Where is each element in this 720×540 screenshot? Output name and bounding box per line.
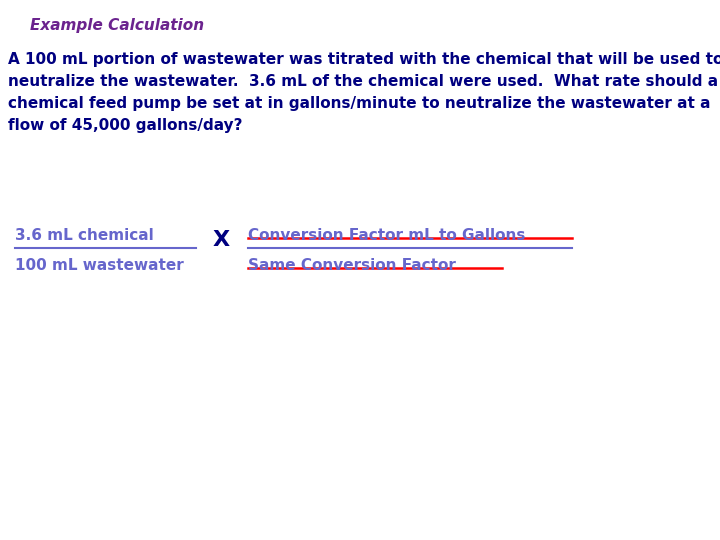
Text: Conversion Factor mL to Gallons: Conversion Factor mL to Gallons [248,228,526,243]
Text: chemical feed pump be set at in gallons/minute to neutralize the wastewater at a: chemical feed pump be set at in gallons/… [8,96,711,111]
Text: Example Calculation: Example Calculation [30,18,204,33]
Text: flow of 45,000 gallons/day?: flow of 45,000 gallons/day? [8,118,243,133]
Text: A 100 mL portion of wastewater was titrated with the chemical that will be used : A 100 mL portion of wastewater was titra… [8,52,720,67]
Text: 3.6 mL chemical: 3.6 mL chemical [15,228,154,243]
Text: 100 mL wastewater: 100 mL wastewater [15,258,184,273]
Text: X: X [213,230,230,250]
Text: neutralize the wastewater.  3.6 mL of the chemical were used.  What rate should : neutralize the wastewater. 3.6 mL of the… [8,74,718,89]
Text: Same Conversion Factor: Same Conversion Factor [248,258,456,273]
